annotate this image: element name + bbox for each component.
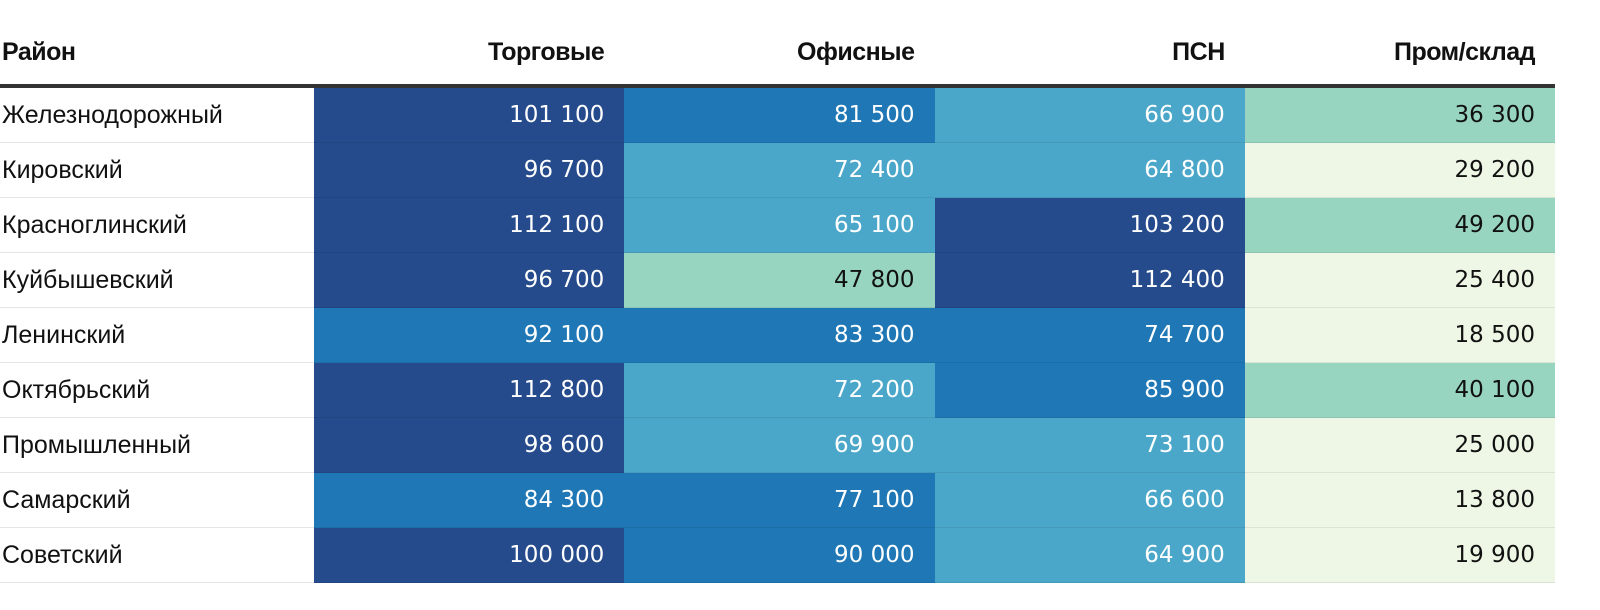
heatmap-cell: 66 900: [934, 86, 1245, 143]
column-header: Район: [0, 20, 314, 88]
heatmap-cell: 98 600: [314, 417, 625, 473]
header-row: Район Торговые Офисные ПСН Пром/склад: [0, 20, 1555, 88]
heatmap-cell: 25 400: [1244, 252, 1555, 308]
table-row: Куйбышевский 96 700 47 800 112 400 25 400: [0, 252, 1555, 308]
heatmap-cell: 19 900: [1244, 527, 1555, 583]
heatmap-cell: 112 800: [314, 362, 625, 418]
heatmap-cell: 40 100: [1244, 362, 1555, 418]
heatmap-cell: 101 100: [314, 86, 625, 143]
table-row: Промышленный 98 600 69 900 73 100 25 000: [0, 417, 1555, 473]
heatmap-cell: 81 500: [624, 86, 935, 143]
heatmap-cell: 69 900: [624, 417, 935, 473]
column-header: Пром/склад: [1244, 20, 1555, 88]
heatmap-cell: 64 800: [934, 142, 1245, 198]
table-row: Октябрьский 112 800 72 200 85 900 40 100: [0, 362, 1555, 418]
heatmap-cell: 84 300: [314, 472, 625, 528]
heatmap-cell: 36 300: [1244, 86, 1555, 143]
heatmap-cell: 18 500: [1244, 307, 1555, 363]
district-name: Советский: [0, 527, 314, 583]
heatmap-cell: 72 400: [624, 142, 935, 198]
column-header: ПСН: [934, 20, 1245, 88]
heatmap-cell: 112 100: [314, 197, 625, 253]
heatmap-cell: 74 700: [934, 307, 1245, 363]
district-name: Железнодорожный: [0, 86, 314, 143]
district-name: Красноглинский: [0, 197, 314, 253]
table-row: Красноглинский 112 100 65 100 103 200 49 200: [0, 197, 1555, 253]
heatmap-cell: 112 400: [934, 252, 1245, 308]
district-name: Самарский: [0, 472, 314, 528]
heatmap-cell: 29 200: [1244, 142, 1555, 198]
table-row: Самарский 84 300 77 100 66 600 13 800: [0, 472, 1555, 528]
heatmap-cell: 47 800: [624, 252, 935, 308]
heatmap-cell: 25 000: [1244, 417, 1555, 473]
table-row: Кировский 96 700 72 400 64 800 29 200: [0, 142, 1555, 198]
heatmap-cell: 90 000: [624, 527, 935, 583]
heatmap-cell: 65 100: [624, 197, 935, 253]
heatmap-cell: 72 200: [624, 362, 935, 418]
heatmap-cell: 83 300: [624, 307, 935, 363]
heatmap-cell: 92 100: [314, 307, 625, 363]
heatmap-cell: 103 200: [934, 197, 1245, 253]
heatmap-cell: 85 900: [934, 362, 1245, 418]
heatmap-cell: 49 200: [1244, 197, 1555, 253]
heatmap-cell: 96 700: [314, 252, 625, 308]
district-name: Ленинский: [0, 307, 314, 363]
district-name: Куйбышевский: [0, 252, 314, 308]
heatmap-cell: 64 900: [934, 527, 1245, 583]
district-name: Кировский: [0, 142, 314, 198]
district-name: Промышленный: [0, 417, 314, 473]
table-row: Ленинский 92 100 83 300 74 700 18 500: [0, 307, 1555, 363]
heatmap-cell: 73 100: [934, 417, 1245, 473]
table-row: Советский 100 000 90 000 64 900 19 900: [0, 527, 1555, 583]
table-row: Железнодорожный 101 100 81 500 66 900 36 300: [0, 86, 1555, 143]
heatmap-cell: 13 800: [1244, 472, 1555, 528]
heatmap-cell: 66 600: [934, 472, 1245, 528]
heatmap-cell: 96 700: [314, 142, 625, 198]
heatmap-table: Район Торговые Офисные ПСН Пром/склад Железн…: [0, 20, 1555, 583]
column-header: Торговые: [314, 20, 625, 88]
heatmap-cell: 77 100: [624, 472, 935, 528]
district-name: Октябрьский: [0, 362, 314, 418]
column-header: Офисные: [624, 20, 935, 88]
heatmap-cell: 100 000: [314, 527, 625, 583]
